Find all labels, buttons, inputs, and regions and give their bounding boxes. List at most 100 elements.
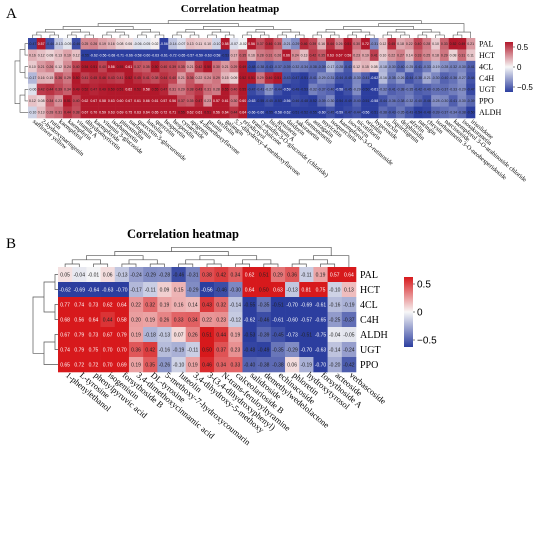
- heatmap-cell: [352, 38, 362, 50]
- cell-value-label: -0.46: [423, 99, 431, 103]
- heatmap-cell: [58, 357, 73, 373]
- cell-value-label: -0.58: [212, 53, 220, 57]
- cell-value-label: 0.70: [103, 347, 113, 353]
- heatmap-cell: [404, 38, 414, 50]
- cell-value-label: 0.42: [38, 88, 45, 92]
- heatmap-cell: [299, 38, 309, 50]
- heatmap-cell: [282, 38, 292, 50]
- heatmap-cell: [439, 95, 449, 107]
- cell-value-label: -0.25: [329, 317, 341, 323]
- heatmap-cell: [86, 282, 101, 298]
- heatmap-cell: [308, 95, 318, 107]
- dendrogram-branch: [211, 31, 230, 35]
- heatmap-cell: [457, 49, 467, 62]
- dendrogram-branch: [417, 34, 428, 38]
- heatmap-cell: [199, 312, 215, 328]
- colorbar-tick-label: −0.5: [417, 336, 437, 347]
- cell-value-label: 0.37: [216, 347, 226, 353]
- heatmap-cell: [387, 106, 397, 119]
- cell-value-label: -0.73: [286, 332, 298, 338]
- heatmap-cell: [404, 49, 414, 62]
- heatmap-cell: [72, 282, 87, 298]
- cell-value-label: 0.28: [423, 42, 430, 46]
- cell-value-label: 0.49: [73, 88, 80, 92]
- cell-value-label: 0.47: [196, 99, 203, 103]
- cell-value-label: 0.16: [318, 42, 325, 46]
- cell-value-label: -0.24: [343, 347, 355, 353]
- heatmap-cell: [387, 83, 397, 96]
- row-label: UGT: [360, 345, 381, 356]
- cell-value-label: -0.29: [145, 272, 157, 278]
- heatmap-cell: [199, 297, 215, 313]
- cell-value-label: 0.71: [169, 111, 176, 115]
- heatmap-cell: [54, 83, 64, 96]
- cell-value-label: -0.30: [440, 99, 448, 103]
- heatmap-cell: [143, 282, 158, 298]
- heatmap-cell: [133, 49, 143, 62]
- cell-value-label: -0.58: [335, 88, 343, 92]
- cell-value-label: -0.07: [177, 42, 185, 46]
- heatmap-cell: [114, 297, 130, 313]
- heatmap-cell: [106, 60, 116, 73]
- cell-value-label: -0.39: [258, 332, 270, 338]
- dendrogram-branch: [119, 34, 130, 38]
- heatmap-cell: [326, 38, 336, 50]
- cell-value-label: -0.20: [329, 362, 341, 368]
- cell-value-label: -0.40: [353, 99, 361, 103]
- cell-value-label: 0.62: [187, 111, 194, 115]
- heatmap-cell: [128, 297, 144, 313]
- heatmap-cell: [466, 95, 476, 107]
- heatmap-cell: [299, 60, 309, 73]
- heatmap-cell: [343, 60, 353, 73]
- dendrogram-branch: [378, 23, 465, 33]
- heatmap-cell: [457, 95, 467, 107]
- heatmap-cell: [80, 83, 90, 96]
- row-label: HCT: [479, 51, 495, 60]
- cell-value-label: -0.56: [283, 99, 291, 103]
- cell-value-label: -0.63: [204, 53, 212, 57]
- heatmap-cell: [150, 72, 160, 85]
- cell-value-label: 0.28: [47, 111, 54, 115]
- heatmap-cell: [86, 357, 101, 373]
- heatmap-cell: [352, 106, 362, 119]
- cell-value-label: 0.47: [160, 88, 167, 92]
- heatmap-cell: [28, 60, 38, 73]
- heatmap-b-row-dendrogram: [32, 274, 58, 365]
- heatmap-cell: [413, 95, 423, 107]
- heatmap-cell: [387, 38, 397, 50]
- heatmap-cell: [308, 83, 318, 96]
- cell-value-label: -0.27: [265, 88, 273, 92]
- cell-value-label: -0.31: [187, 272, 199, 278]
- heatmap-cell: [439, 106, 449, 119]
- cell-value-label: 0.64: [245, 287, 255, 293]
- cell-value-label: 0.62: [103, 302, 113, 308]
- heatmap-cell: [100, 297, 116, 313]
- heatmap-cell: [313, 357, 328, 373]
- cell-value-label: -0.04: [329, 332, 341, 338]
- cell-value-label: 0.64: [143, 111, 150, 115]
- row-label: PPO: [479, 97, 494, 106]
- heatmap-cell: [313, 267, 328, 283]
- cell-value-label: -0.36: [449, 76, 457, 80]
- heatmap-cell: [141, 60, 151, 73]
- cell-value-label: 0.13: [187, 42, 194, 46]
- heatmap-cell: [255, 95, 265, 107]
- heatmap-cell: [387, 95, 397, 107]
- cell-value-label: 0.74: [60, 347, 70, 353]
- heatmap-cell: [143, 297, 158, 313]
- dendrogram-branch: [235, 263, 250, 267]
- heatmap-cell: [36, 72, 46, 85]
- dendrogram-branch: [115, 29, 151, 33]
- cell-value-label: -0.43: [388, 111, 396, 115]
- heatmap-cell: [89, 49, 99, 62]
- cell-value-label: -0.41: [388, 88, 396, 92]
- heatmap-cell: [89, 83, 99, 96]
- heatmap-cell: [273, 106, 283, 119]
- heatmap-cell: [256, 267, 272, 283]
- cell-value-label: -0.61: [160, 53, 168, 57]
- cell-value-label: 0.51: [64, 99, 71, 103]
- heatmap-cell: [299, 49, 309, 62]
- heatmap-cell: [185, 106, 195, 119]
- cell-value-label: -0.70: [116, 287, 128, 293]
- heatmap-cell: [313, 282, 328, 298]
